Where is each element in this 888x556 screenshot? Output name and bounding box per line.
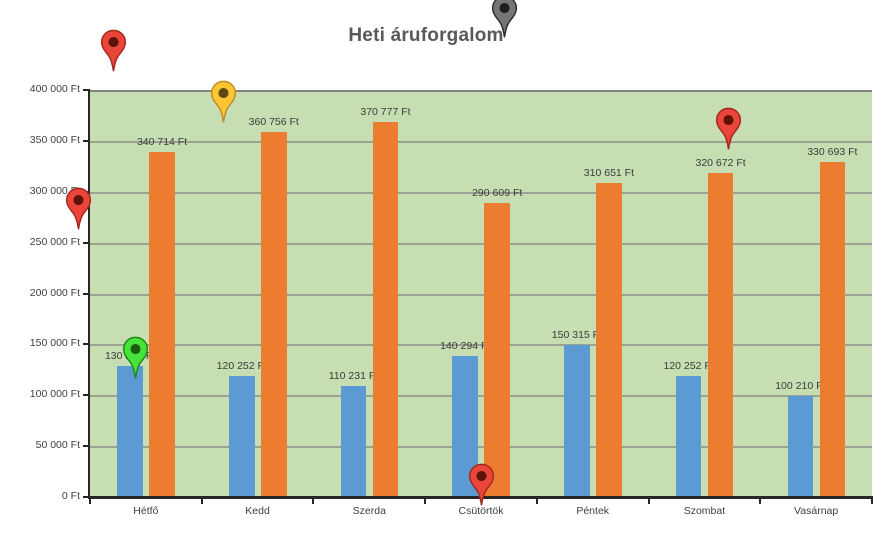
bar-series-2-orange: [484, 203, 510, 498]
gridline: [90, 242, 872, 245]
y-tick-mark: [83, 343, 88, 346]
y-tick-mark: [83, 241, 88, 244]
map-pin-red-icon[interactable]: [715, 107, 742, 152]
y-axis-line: [87, 89, 90, 498]
bar-value-label: 310 651 Ft: [583, 166, 634, 179]
x-tick-mark: [759, 498, 762, 504]
bar-series-1-blue: [340, 386, 367, 498]
map-pin-gray-icon[interactable]: [491, 0, 518, 40]
y-tick-label: 100 000 Ft: [29, 388, 80, 401]
y-tick-mark: [83, 139, 88, 142]
y-tick-label: 150 000 Ft: [29, 337, 80, 350]
bar-series-1-blue: [787, 396, 814, 498]
bar-series-2-orange: [261, 131, 287, 498]
y-tick-mark: [83, 445, 88, 448]
bar-series-1-blue: [564, 345, 590, 498]
y-tick-label: 400 000 Ft: [29, 83, 80, 95]
x-tick-label: Szombat: [683, 505, 726, 517]
y-tick-label: 0 Ft: [61, 490, 80, 502]
x-tick-label: Péntek: [576, 505, 610, 517]
bar-value-label: 140 294 Ft: [440, 339, 491, 352]
gridline: [90, 191, 872, 194]
gridline: [90, 140, 872, 143]
map-pin-red-icon[interactable]: [100, 29, 127, 74]
bar-value-label: 320 672 Ft: [695, 156, 746, 169]
x-tick-mark: [200, 498, 203, 504]
y-tick-mark: [83, 394, 88, 397]
bar-value-label: 110 231 Ft: [328, 370, 379, 383]
x-tick-label: Kedd: [245, 505, 270, 517]
bar-series-1-blue: [229, 375, 255, 498]
gridline: [90, 344, 872, 347]
y-tick-label: 350 000 Ft: [29, 133, 80, 146]
map-pin-yellow-icon[interactable]: [210, 80, 237, 125]
chart-title: Heti áruforgalom: [348, 25, 504, 46]
x-tick-mark: [312, 498, 315, 504]
bar-series-2-orange: [819, 162, 846, 498]
gridline: [90, 293, 872, 296]
bar-series-2-orange: [372, 121, 399, 498]
bar-value-label: 120 252 Ft: [663, 359, 714, 372]
bar-series-1-blue: [117, 365, 143, 498]
y-tick-mark: [83, 292, 88, 295]
bar-series-1-blue: [675, 375, 702, 498]
x-tick-label: Csütörtök: [458, 505, 504, 517]
map-pin-red-icon[interactable]: [468, 463, 495, 508]
bar-series-2-orange: [596, 182, 622, 498]
x-tick-label: Vasárnap: [794, 505, 839, 517]
x-tick-mark: [871, 498, 873, 504]
bar-value-label: 120 252 Ft: [216, 359, 267, 372]
bar-value-label: 100 210 Ft: [775, 380, 826, 393]
bar-series-2-orange: [149, 152, 175, 498]
y-tick-label: 50 000 Ft: [35, 439, 80, 452]
y-tick-mark: [83, 496, 88, 498]
bar-value-label: 290 609 Ft: [472, 187, 523, 200]
bar-series-2-orange: [707, 172, 734, 498]
bar-value-label: 370 777 Ft: [360, 105, 411, 118]
map-pin-red-icon[interactable]: [65, 187, 92, 232]
y-tick-mark: [83, 89, 88, 91]
bar-value-label: 340 714 Ft: [136, 136, 188, 149]
x-tick-label: Hétfő: [133, 505, 159, 517]
gridline: [90, 395, 872, 398]
x-tick-label: Szerda: [352, 505, 386, 517]
x-tick-mark: [424, 498, 427, 504]
y-tick-label: 250 000 Ft: [29, 235, 80, 248]
x-tick-mark: [647, 498, 650, 504]
bar-value-label: 330 693 Ft: [807, 146, 858, 159]
bar-value-label: 360 756 Ft: [248, 115, 299, 128]
gridline: [90, 446, 872, 449]
x-tick-mark: [89, 498, 91, 504]
map-pin-green-icon[interactable]: [122, 336, 149, 381]
bar-value-label: 150 315 Ft: [551, 329, 602, 342]
x-tick-mark: [535, 498, 538, 504]
y-tick-label: 200 000 Ft: [29, 286, 80, 299]
